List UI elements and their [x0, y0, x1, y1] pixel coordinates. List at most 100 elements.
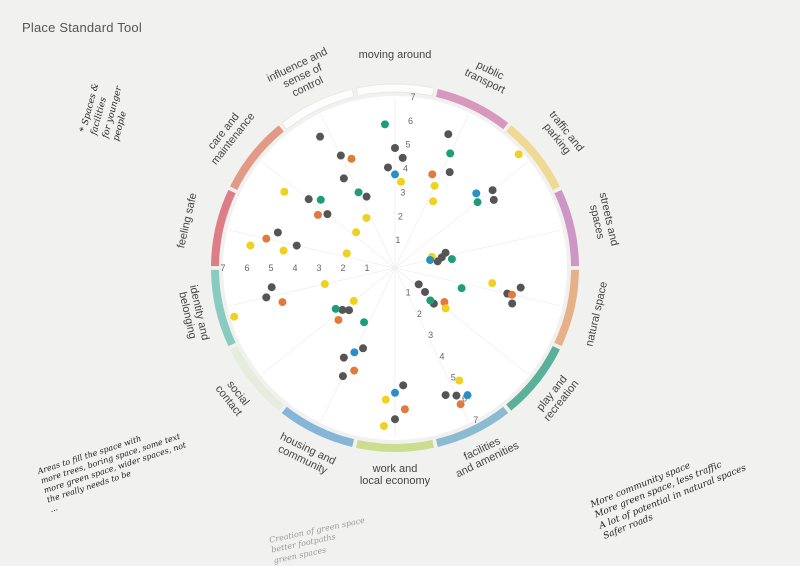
spoke-2: [394, 161, 529, 269]
scale-left-6: 6: [244, 263, 249, 273]
dot-7-1: [391, 388, 399, 397]
dot-9-3: [334, 315, 343, 324]
theme-label-2: traffic andparking: [537, 109, 586, 162]
spoke-1: [394, 114, 470, 269]
arc-10: [211, 269, 236, 347]
scale-top-2: 2: [398, 211, 403, 221]
scale-lower-2: 2: [417, 309, 422, 319]
dot-0-1: [391, 144, 399, 152]
dot-11-1: [262, 234, 271, 243]
spoke-10: [229, 267, 396, 307]
dot-1-4: [430, 181, 439, 190]
dot-5-0: [414, 280, 423, 289]
theme-label-0: moving around: [359, 49, 432, 61]
dot-9-0: [345, 306, 354, 315]
scale-left-4: 4: [292, 263, 297, 273]
scale-lower-6: 6: [462, 394, 467, 404]
theme-label-line: natural space: [584, 281, 610, 348]
scale-lower-1: 1: [406, 288, 411, 298]
scale-left-7: 7: [220, 263, 225, 273]
dot-0-2: [398, 153, 407, 162]
spoke-8: [320, 267, 396, 422]
dot-5-3: [440, 298, 449, 307]
dot-6-0: [455, 376, 464, 385]
dot-4-0: [488, 279, 497, 288]
theme-label-line: work and: [372, 463, 418, 475]
dot-5-4: [441, 304, 450, 313]
dot-12-5: [352, 228, 361, 237]
scale-top-4: 4: [403, 164, 408, 174]
theme-label-1: publictransport: [463, 56, 513, 96]
dot-1-0: [444, 130, 453, 139]
theme-label-4: natural space: [584, 281, 610, 348]
dot-11-5: [342, 249, 351, 258]
dot-12-4: [323, 210, 332, 219]
scale-top-5: 5: [405, 140, 410, 150]
dot-7-5: [379, 422, 388, 431]
dot-10-2: [267, 283, 276, 292]
scale-left-2: 2: [340, 263, 345, 273]
scale-left-5: 5: [268, 263, 273, 273]
dot-0-0: [380, 120, 389, 129]
scale-lower-7: 7: [473, 415, 478, 425]
dot-10-4: [320, 280, 329, 289]
dot-11-2: [273, 228, 282, 237]
dot-6-4: [456, 400, 465, 409]
dot-13-3: [339, 174, 348, 183]
dot-7-2: [381, 395, 390, 404]
scale-left-1: 1: [364, 263, 369, 273]
scale-lower-3: 3: [428, 330, 433, 340]
dot-2-0: [514, 150, 523, 159]
dot-0-5: [397, 177, 406, 186]
dot-8-0: [359, 344, 368, 353]
scale-top-7: 7: [410, 92, 415, 102]
dot-9-2: [331, 304, 340, 313]
dot-4-3: [516, 283, 525, 292]
dot-12-0: [280, 187, 289, 196]
dot-8-2: [339, 353, 348, 362]
theme-label-line: moving around: [359, 49, 432, 61]
dot-11-0: [246, 241, 255, 250]
scale-left-3: 3: [316, 263, 321, 273]
arc-5: [506, 346, 560, 411]
dot-8-5: [360, 318, 369, 327]
dot-3-5: [447, 255, 456, 264]
dot-8-3: [350, 366, 359, 375]
scale-lower-5: 5: [451, 372, 456, 382]
arc-2: [506, 125, 560, 190]
spoke-11: [229, 229, 396, 269]
dot-2-3: [472, 189, 481, 198]
dot-11-4: [292, 241, 301, 250]
dot-5-1: [421, 287, 430, 296]
dot-13-2: [347, 154, 356, 163]
dot-12-2: [316, 195, 325, 204]
arc-13: [281, 88, 355, 130]
dot-1-2: [445, 168, 454, 177]
dot-7-4: [391, 415, 399, 424]
dot-9-1: [338, 305, 347, 314]
arc-8: [281, 406, 355, 447]
dot-8-4: [338, 372, 347, 381]
arc-7: [355, 439, 435, 452]
dot-2-2: [489, 195, 498, 204]
dot-6-3: [463, 391, 472, 400]
arc-3: [554, 189, 579, 267]
scale-top-1: 1: [395, 235, 400, 245]
arc-11: [211, 189, 236, 267]
dot-13-5: [362, 192, 371, 201]
dot-13-1: [336, 151, 345, 160]
arc-6: [435, 406, 509, 447]
dot-1-3: [428, 170, 437, 179]
spoke-4: [394, 267, 561, 307]
scale-top-6: 6: [408, 116, 413, 126]
dot-4-4: [507, 290, 516, 299]
theme-label-11: feeling safe: [175, 192, 199, 250]
dot-11-3: [279, 246, 288, 255]
arc-1: [435, 89, 509, 130]
page-title: Place Standard Tool: [22, 20, 142, 35]
scale-lower-4: 4: [439, 351, 444, 361]
arc-9: [230, 346, 284, 411]
spoke-3: [394, 229, 561, 269]
